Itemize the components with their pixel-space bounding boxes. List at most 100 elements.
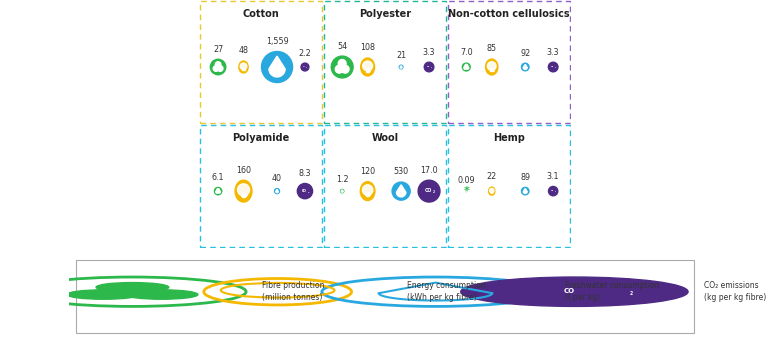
Text: 108: 108: [360, 44, 375, 52]
Text: Fibre production
(million tonnes): Fibre production (million tonnes): [262, 281, 324, 302]
Ellipse shape: [486, 59, 498, 75]
Ellipse shape: [235, 180, 252, 202]
FancyBboxPatch shape: [243, 68, 245, 70]
Text: 2: 2: [433, 190, 435, 194]
Circle shape: [96, 283, 169, 292]
Circle shape: [67, 290, 139, 299]
Text: CO: CO: [424, 188, 432, 193]
Circle shape: [237, 184, 249, 196]
Circle shape: [392, 182, 410, 200]
Circle shape: [216, 62, 221, 67]
Circle shape: [521, 63, 529, 71]
Polygon shape: [524, 188, 527, 193]
Text: 0.09: 0.09: [457, 176, 475, 185]
Text: 2: 2: [554, 67, 556, 68]
Text: 3.3: 3.3: [547, 48, 560, 57]
FancyBboxPatch shape: [324, 125, 446, 247]
Text: *: *: [464, 186, 469, 196]
Text: 54: 54: [337, 41, 347, 51]
Text: 22: 22: [487, 172, 497, 182]
Circle shape: [424, 62, 434, 72]
Circle shape: [331, 56, 353, 78]
Polygon shape: [269, 56, 285, 77]
Text: Cotton: Cotton: [243, 9, 280, 19]
Text: 530: 530: [393, 168, 409, 176]
Circle shape: [342, 191, 343, 192]
Text: 2.2: 2.2: [299, 49, 311, 57]
Circle shape: [126, 290, 198, 299]
Polygon shape: [524, 64, 527, 69]
Text: CO: CO: [302, 188, 307, 192]
Text: 92: 92: [520, 49, 531, 58]
Circle shape: [240, 63, 247, 70]
Text: 1,559: 1,559: [266, 37, 289, 46]
Text: Freshwater consumption
(l per kg): Freshwater consumption (l per kg): [565, 281, 659, 302]
Text: 48: 48: [239, 47, 249, 55]
Circle shape: [521, 187, 529, 195]
Text: 2: 2: [430, 67, 431, 68]
Text: 85: 85: [487, 45, 497, 53]
Text: 21: 21: [396, 51, 407, 59]
Circle shape: [487, 62, 496, 70]
Circle shape: [217, 66, 223, 71]
Polygon shape: [397, 185, 406, 197]
Circle shape: [297, 184, 313, 199]
Circle shape: [340, 189, 344, 193]
Polygon shape: [400, 66, 402, 68]
Text: Polyamide: Polyamide: [233, 133, 290, 143]
FancyBboxPatch shape: [448, 1, 570, 123]
Circle shape: [460, 277, 688, 306]
FancyBboxPatch shape: [242, 193, 246, 197]
Circle shape: [213, 66, 219, 71]
Text: CO₂ emissions
(kg per kg fibre): CO₂ emissions (kg per kg fibre): [704, 281, 766, 302]
Text: CO: CO: [427, 66, 430, 67]
Circle shape: [418, 180, 440, 202]
FancyBboxPatch shape: [75, 260, 695, 333]
Text: 27: 27: [213, 45, 223, 54]
Text: 3.1: 3.1: [547, 172, 560, 181]
Circle shape: [341, 65, 349, 73]
Text: Wool: Wool: [371, 133, 399, 143]
Circle shape: [210, 59, 226, 75]
Text: 8.3: 8.3: [299, 169, 311, 178]
Circle shape: [217, 189, 219, 191]
Text: 40: 40: [272, 174, 282, 183]
Text: 17.0: 17.0: [420, 166, 438, 175]
Text: 2: 2: [306, 67, 307, 68]
Circle shape: [218, 190, 220, 193]
FancyBboxPatch shape: [448, 125, 570, 247]
Text: Non-cotton cellulosics: Non-cotton cellulosics: [448, 9, 570, 19]
Text: 160: 160: [236, 166, 251, 175]
Circle shape: [462, 63, 470, 71]
Ellipse shape: [360, 182, 375, 201]
Polygon shape: [276, 189, 278, 193]
Circle shape: [214, 187, 222, 195]
Circle shape: [341, 191, 343, 192]
FancyBboxPatch shape: [366, 68, 370, 72]
Text: 2: 2: [630, 291, 633, 296]
Ellipse shape: [239, 61, 248, 73]
Text: 6.1: 6.1: [212, 173, 224, 182]
Text: 7.0: 7.0: [460, 49, 473, 57]
FancyBboxPatch shape: [200, 125, 322, 247]
Text: CO: CO: [551, 66, 554, 67]
Text: 1.2: 1.2: [336, 175, 349, 184]
Circle shape: [465, 64, 467, 67]
Text: 3.3: 3.3: [423, 48, 435, 57]
Text: Energy consumption
(kWh per kg fibre): Energy consumption (kWh per kg fibre): [407, 281, 486, 302]
Circle shape: [548, 62, 558, 72]
FancyBboxPatch shape: [491, 192, 493, 193]
Text: Hemp: Hemp: [493, 133, 525, 143]
Circle shape: [338, 59, 346, 67]
Circle shape: [363, 185, 373, 195]
Text: 2: 2: [307, 191, 309, 192]
Circle shape: [400, 65, 403, 69]
Text: 89: 89: [521, 173, 531, 182]
Circle shape: [335, 65, 343, 73]
FancyBboxPatch shape: [200, 1, 322, 123]
Text: CO: CO: [563, 288, 574, 293]
Circle shape: [466, 66, 469, 69]
Text: Polyester: Polyester: [359, 9, 411, 19]
Text: CO: CO: [303, 66, 306, 67]
Circle shape: [275, 189, 280, 193]
